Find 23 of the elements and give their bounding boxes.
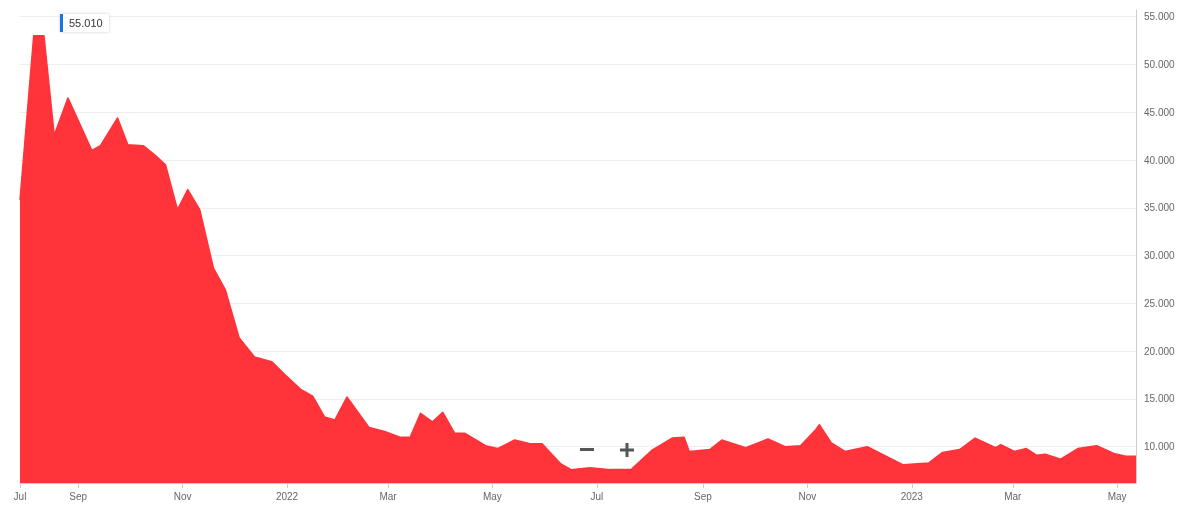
y-tick-label: 35.000: [1144, 202, 1176, 214]
x-tick-label: Jul: [13, 490, 27, 502]
y-tick-label: 10.000: [1144, 441, 1176, 453]
annotation: 55.010: [60, 14, 109, 32]
y-tick-label: 20.000: [1144, 345, 1176, 357]
x-tick-label: 2023: [900, 490, 924, 502]
x-tick-label: 2022: [275, 490, 299, 502]
y-tick-label: 15.000: [1144, 393, 1176, 405]
y-tick-label: 40.000: [1144, 154, 1176, 166]
x-tick-label: Nov: [173, 490, 192, 502]
x-tick-label: May: [482, 490, 502, 502]
y-tick-label: 45.000: [1144, 106, 1176, 118]
y-tick-label: 30.000: [1144, 250, 1176, 262]
x-tick-label: Mar: [379, 490, 398, 502]
y-tick-label: 50.000: [1144, 58, 1176, 70]
y-tick-label: 25.000: [1144, 297, 1176, 309]
x-tick-label: Sep: [69, 490, 88, 502]
x-tick-label: Nov: [798, 490, 817, 502]
x-tick-label: Mar: [1004, 490, 1023, 502]
x-tick-label: May: [1107, 490, 1127, 502]
y-tick-label: 55.000: [1144, 11, 1176, 23]
x-tick-label: Sep: [694, 490, 713, 502]
x-tick-label: Jul: [590, 490, 604, 502]
